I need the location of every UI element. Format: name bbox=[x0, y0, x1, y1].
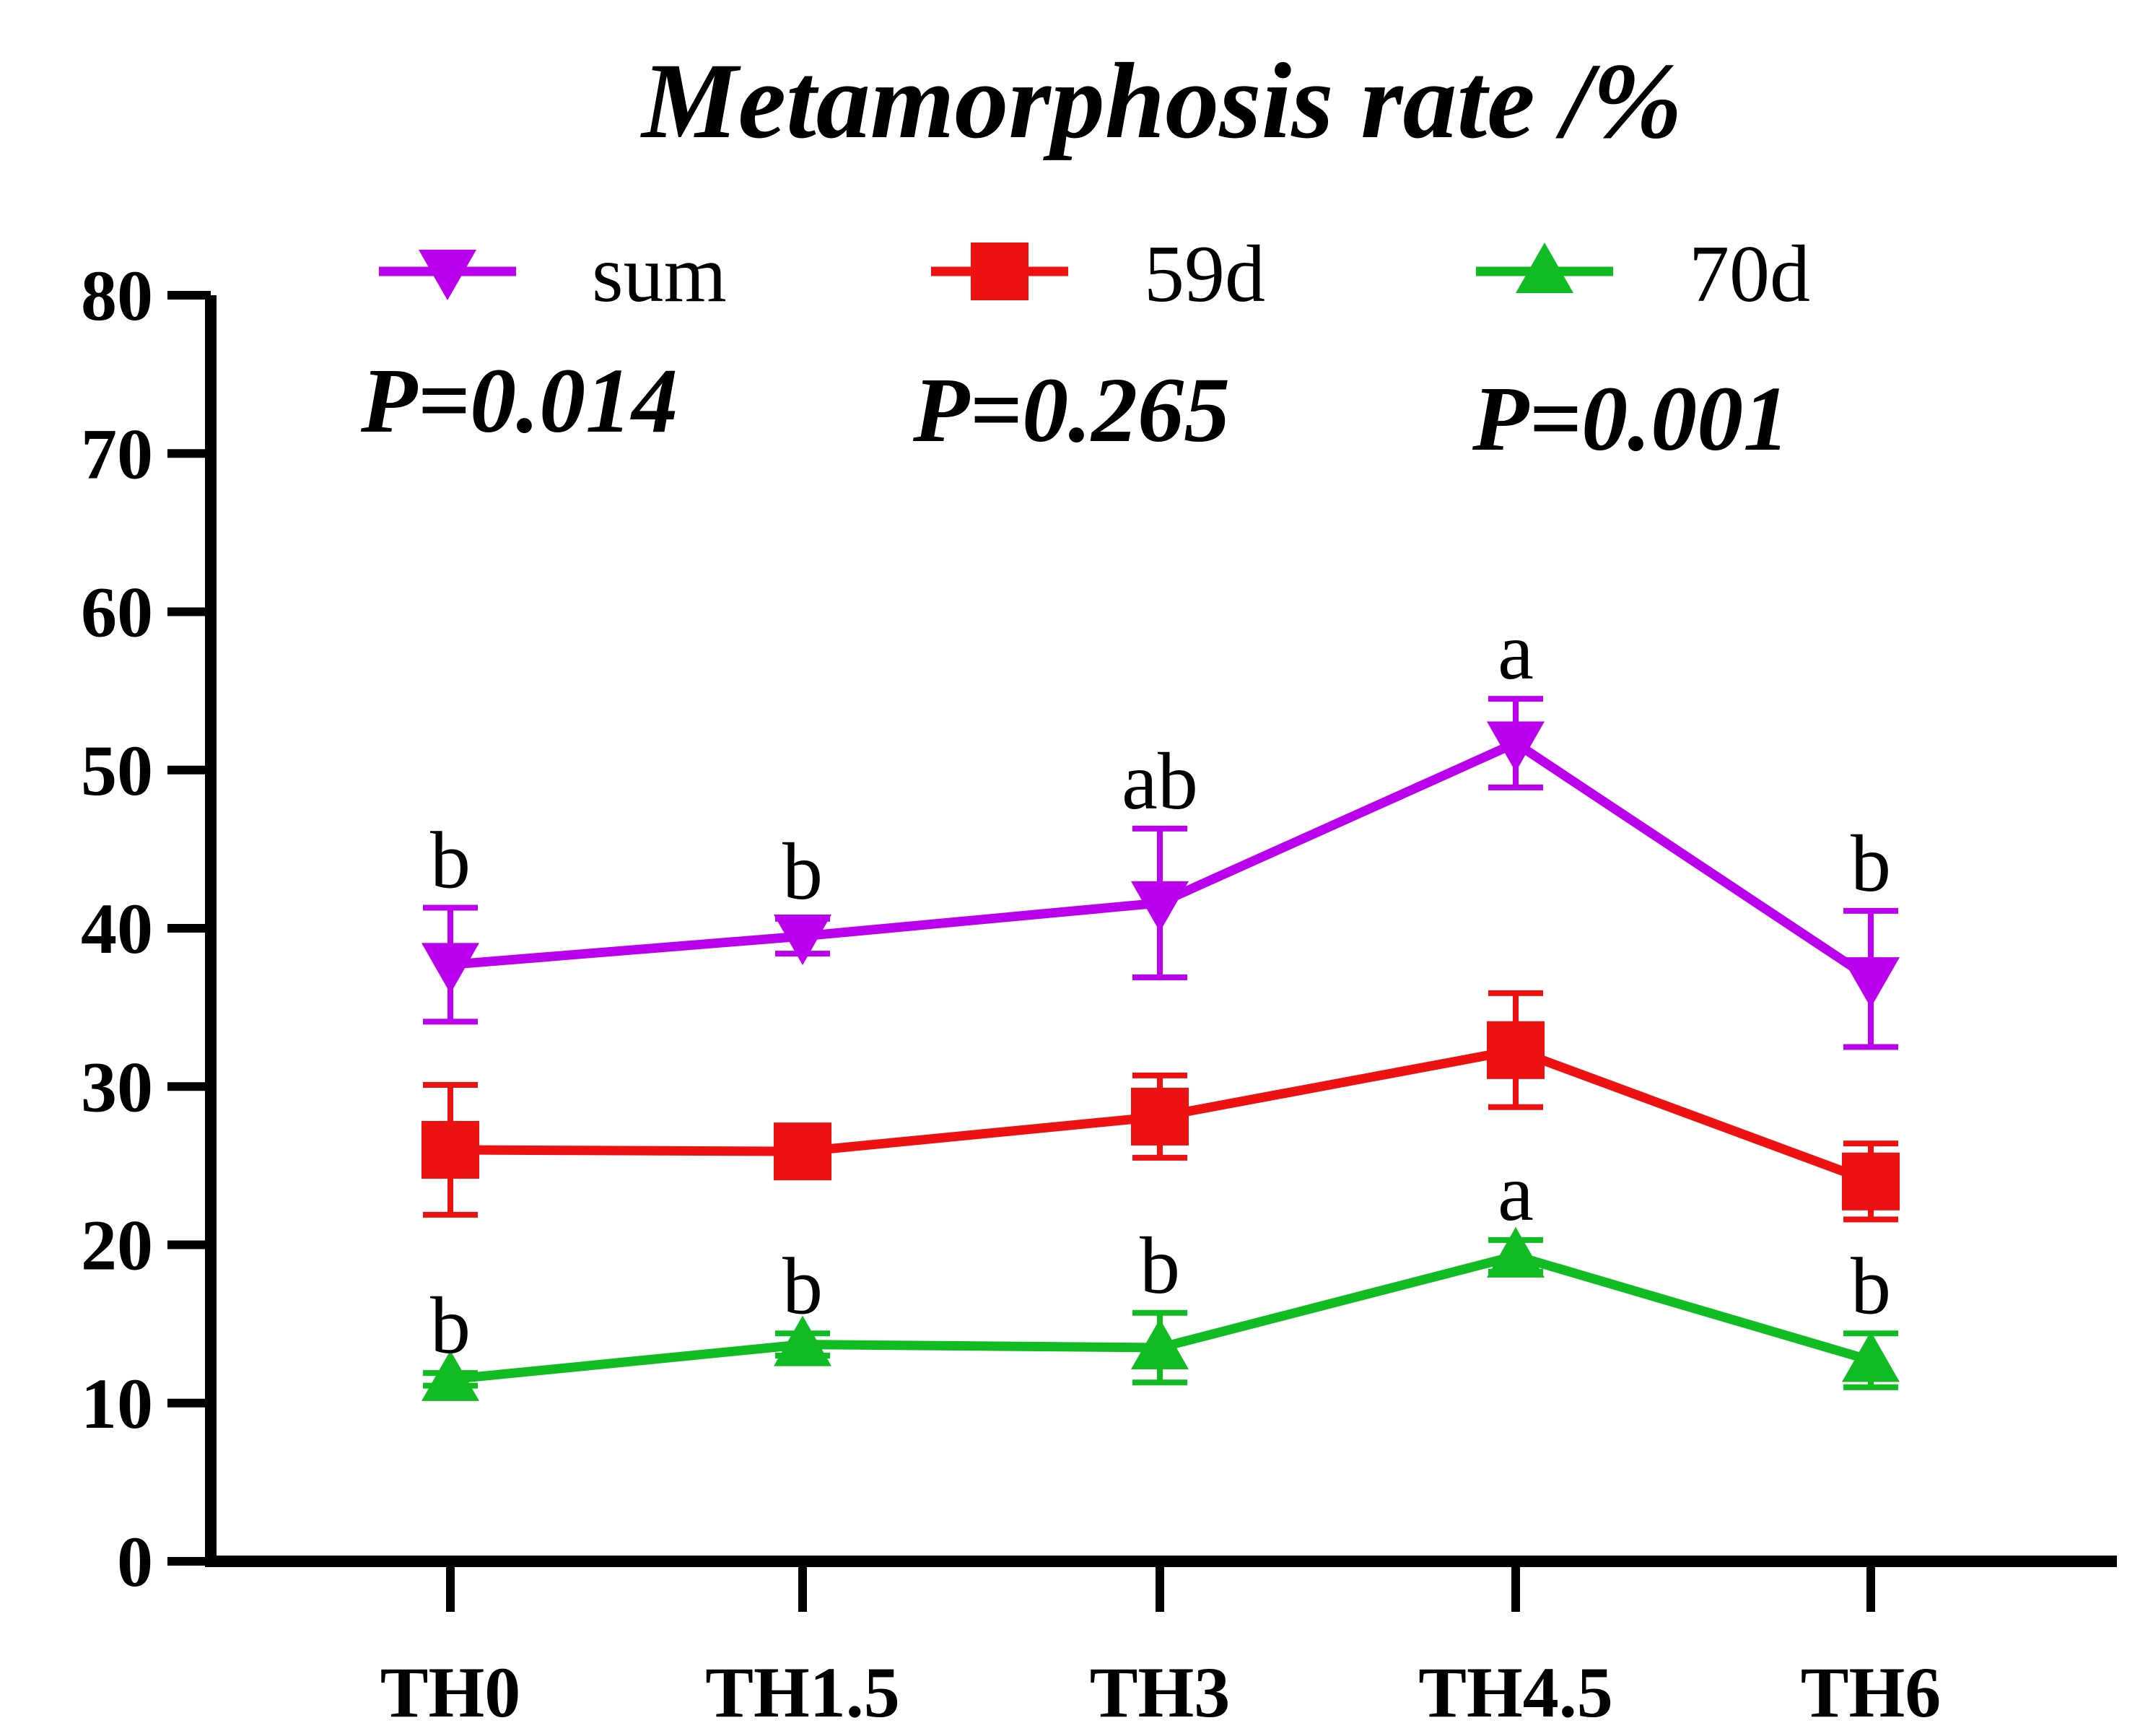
significance-label: a bbox=[1498, 607, 1534, 697]
legend-label: 70d bbox=[1689, 230, 1810, 319]
legend-item-59d: 59d bbox=[931, 230, 1265, 319]
x-tick-label: TH6 bbox=[1801, 1652, 1941, 1732]
p-values: P=0.014 P=0.265 P=0.001 bbox=[360, 349, 1789, 470]
data-point bbox=[1842, 1152, 1900, 1211]
legend-marker bbox=[971, 243, 1029, 300]
significance-label: b bbox=[1851, 1242, 1891, 1331]
data-point bbox=[1487, 721, 1545, 772]
data-point bbox=[1487, 1021, 1545, 1079]
legend-item-sum: sum bbox=[379, 230, 727, 319]
legend-item-70d: 70d bbox=[1476, 230, 1810, 319]
x-tick-label: TH1.5 bbox=[705, 1652, 899, 1732]
significance-label: b bbox=[430, 816, 471, 905]
data-point bbox=[1842, 1331, 1900, 1382]
x-tick-label: TH3 bbox=[1090, 1652, 1230, 1732]
significance-label: b bbox=[782, 1242, 823, 1331]
data-point bbox=[422, 1120, 479, 1179]
y-tick-label: 0 bbox=[117, 1522, 153, 1602]
x-tick-label: TH4.5 bbox=[1418, 1652, 1612, 1732]
series-70d: b b b a b bbox=[422, 1148, 1900, 1401]
significance-label: ab bbox=[1122, 737, 1198, 826]
legend-marker bbox=[419, 250, 476, 300]
y-tick-label: 80 bbox=[81, 256, 153, 336]
data-point bbox=[1131, 1319, 1189, 1370]
data-point bbox=[774, 1122, 831, 1181]
y-tick-label: 40 bbox=[81, 889, 153, 969]
significance-label: b bbox=[430, 1281, 471, 1371]
significance-label: b bbox=[1140, 1221, 1180, 1311]
y-tick-label: 60 bbox=[81, 572, 153, 653]
series-59d bbox=[422, 990, 1900, 1223]
legend: sum 59d 70d bbox=[379, 230, 1810, 319]
significance-label: b bbox=[1851, 819, 1891, 909]
data-point bbox=[1842, 957, 1900, 1008]
chart-title: Metamorphosis rate /% bbox=[640, 41, 1682, 161]
p-value-sum: P=0.014 bbox=[360, 349, 678, 452]
legend-label: 59d bbox=[1144, 230, 1265, 319]
data-point bbox=[774, 1315, 831, 1366]
data-point bbox=[774, 914, 831, 965]
significance-label: a bbox=[1498, 1148, 1534, 1238]
data-point bbox=[1131, 1087, 1189, 1146]
y-tick-label: 30 bbox=[81, 1047, 153, 1127]
legend-marker bbox=[1516, 243, 1573, 293]
data-point bbox=[1487, 1226, 1545, 1278]
data-point bbox=[422, 1350, 479, 1401]
x-tick-label: TH0 bbox=[380, 1652, 520, 1732]
p-value-59d: P=0.265 bbox=[912, 359, 1230, 461]
legend-label: sum bbox=[592, 230, 727, 319]
y-tick-label: 10 bbox=[81, 1364, 153, 1444]
axes: 0 10 20 30 40 50 60 70 80 TH0 TH1.5 TH3 TH4.5 TH6 bbox=[81, 256, 2117, 1732]
y-tick-label: 50 bbox=[81, 730, 153, 811]
p-value-70d: P=0.001 bbox=[1472, 367, 1789, 470]
significance-label: b bbox=[782, 827, 823, 917]
y-tick-label: 20 bbox=[81, 1205, 153, 1286]
data-point bbox=[1131, 881, 1189, 932]
data-point bbox=[422, 943, 479, 994]
y-tick-label: 70 bbox=[81, 414, 153, 494]
